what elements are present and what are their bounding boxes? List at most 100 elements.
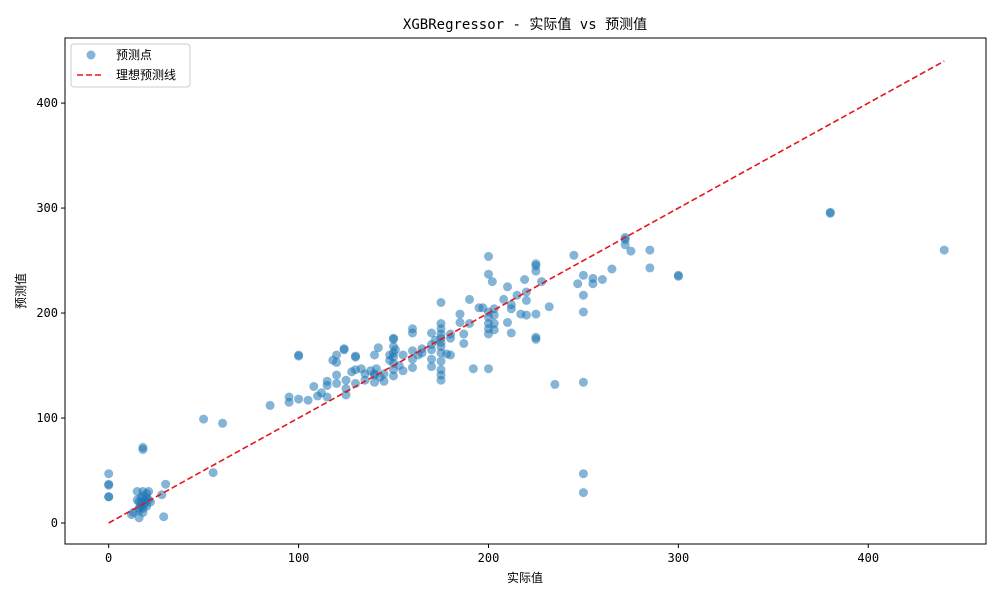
x-tick-label: 400: [857, 551, 879, 565]
data-point: [104, 479, 114, 489]
data-point: [436, 375, 446, 385]
data-point: [427, 328, 436, 338]
data-point: [484, 251, 493, 261]
y-tick-label: 0: [51, 516, 58, 530]
data-point: [138, 442, 148, 452]
data-point: [512, 290, 522, 300]
data-point: [520, 275, 530, 284]
data-point: [371, 364, 381, 374]
data-point: [341, 375, 351, 385]
data-point: [465, 319, 474, 328]
data-point: [161, 479, 171, 489]
data-point: [544, 302, 554, 312]
data-point: [531, 266, 541, 276]
data-point: [506, 304, 516, 314]
data-point: [588, 279, 598, 289]
data-point: [417, 348, 427, 358]
data-point: [521, 310, 531, 320]
data-point: [607, 264, 617, 274]
data-point: [373, 343, 383, 353]
data-point: [398, 366, 408, 376]
data-point: [408, 363, 417, 373]
x-axis-label: 实际值: [507, 570, 543, 585]
data-point: [578, 488, 588, 498]
data-point: [578, 469, 588, 479]
data-point: [597, 275, 607, 284]
data-point: [379, 369, 389, 379]
ideal-line-layer: [108, 60, 945, 524]
data-point: [499, 294, 509, 304]
data-point: [104, 492, 114, 502]
data-point: [351, 351, 360, 361]
data-point: [573, 279, 583, 289]
data-point: [436, 356, 446, 366]
data-point: [489, 310, 499, 320]
data-point: [370, 377, 379, 387]
data-point: [446, 350, 455, 360]
data-point: [484, 364, 493, 374]
x-tick-label: 100: [288, 551, 310, 565]
data-point: [389, 371, 398, 381]
data-point: [436, 342, 446, 352]
data-point: [389, 352, 398, 362]
data-point: [284, 392, 294, 402]
data-point: [146, 497, 155, 507]
data-point: [339, 344, 349, 354]
legend-label-ideal-line: 理想预测线: [116, 67, 176, 82]
y-tick-label: 400: [36, 96, 58, 110]
plot-frame: [64, 37, 987, 545]
data-point: [208, 468, 218, 478]
data-point: [218, 418, 228, 428]
data-point: [465, 294, 474, 304]
data-point: [489, 325, 499, 335]
data-point: [436, 298, 446, 307]
data-point: [332, 378, 342, 388]
data-point: [303, 395, 313, 405]
y-axis: 0 100 200 300 400: [36, 96, 65, 530]
data-point: [468, 364, 478, 374]
legend-box: [70, 43, 191, 88]
ideal-prediction-line: [108, 60, 945, 524]
data-point: [294, 351, 304, 361]
data-point: [370, 350, 379, 360]
data-point: [645, 263, 655, 273]
data-point: [408, 328, 417, 338]
data-point: [398, 350, 408, 360]
legend-label-points: 预测点: [116, 48, 152, 62]
data-point: [389, 334, 398, 344]
data-point: [265, 400, 275, 410]
y-axis-label: 预测值: [13, 273, 28, 309]
x-axis: 0 100 200 300 400: [105, 544, 879, 565]
data-point: [531, 309, 541, 319]
data-point: [104, 469, 114, 479]
data-point: [620, 240, 630, 250]
data-point: [427, 362, 436, 372]
x-tick-label: 300: [668, 551, 690, 565]
data-point: [521, 295, 531, 305]
y-tick-label: 200: [36, 306, 58, 320]
y-tick-label: 300: [36, 201, 58, 215]
data-point: [506, 328, 516, 338]
data-point: [332, 357, 342, 367]
data-point: [322, 376, 332, 386]
data-point: [332, 370, 342, 380]
data-point: [939, 245, 949, 255]
legend-marker-points: [86, 50, 96, 60]
data-point: [379, 376, 389, 386]
data-point: [390, 345, 400, 355]
data-point: [199, 414, 209, 424]
data-point: [673, 270, 683, 280]
data-point: [427, 354, 436, 364]
data-point: [578, 270, 588, 280]
data-point: [322, 392, 332, 402]
x-tick-label: 200: [478, 551, 500, 565]
data-point: [341, 390, 351, 400]
chart-title: XGBRegressor - 实际值 vs 预测值: [403, 17, 647, 33]
data-point: [489, 319, 499, 328]
data-point: [484, 269, 493, 279]
data-point: [503, 318, 512, 327]
data-point: [531, 334, 541, 344]
data-point: [626, 246, 636, 256]
data-point: [144, 487, 154, 496]
